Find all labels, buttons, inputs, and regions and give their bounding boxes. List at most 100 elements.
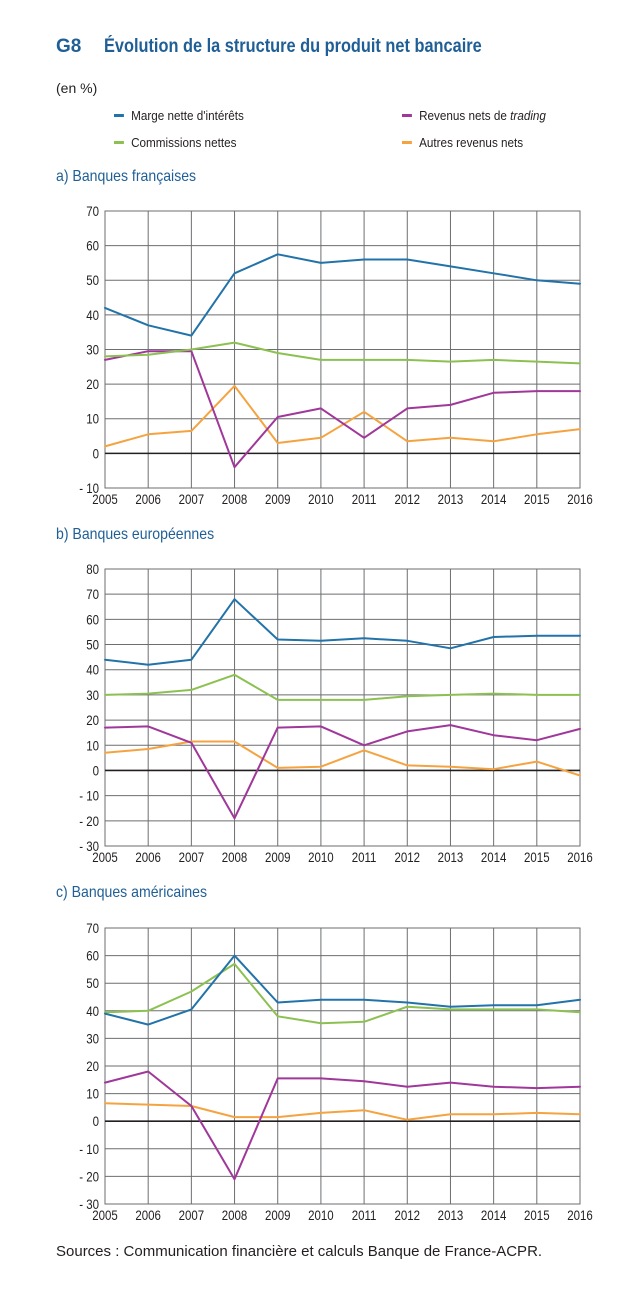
y-tick-label: 10 — [86, 737, 99, 753]
y-tick-label: 50 — [86, 272, 99, 288]
y-tick-label: 0 — [93, 762, 99, 778]
y-tick-label: 40 — [86, 307, 99, 323]
x-tick-label: 2013 — [438, 1207, 464, 1223]
x-tick-label: 2011 — [352, 849, 377, 865]
x-tick-label: 2006 — [135, 491, 161, 507]
x-tick-label: 2011 — [352, 491, 377, 507]
y-tick-label: 10 — [86, 411, 99, 427]
legend-item-marge: Marge nette d'intérêts — [114, 108, 244, 123]
series-line-autres — [104, 740, 581, 777]
plot-frame — [104, 568, 581, 847]
x-tick-label: 2015 — [524, 1207, 550, 1223]
x-tick-label: 2009 — [265, 491, 291, 507]
x-tick-label: 2008 — [222, 491, 248, 507]
legend-swatch-autres — [402, 141, 412, 145]
x-tick-label: 2007 — [179, 491, 205, 507]
x-tick-label: 2013 — [438, 849, 464, 865]
series-line-marge — [104, 253, 581, 337]
series-line-trading — [104, 724, 581, 820]
series-line-autres — [104, 1102, 581, 1121]
series-line-commissions — [104, 962, 581, 1025]
x-tick-label: 2016 — [567, 849, 593, 865]
x-tick-label: 2010 — [308, 849, 334, 865]
x-tick-label: 2008 — [222, 1207, 248, 1223]
y-tick-label: 20 — [86, 712, 99, 728]
y-tick-label: - 10 — [79, 1141, 99, 1157]
y-tick-label: 20 — [86, 1058, 99, 1074]
series-line-marge — [104, 598, 581, 666]
legend-label-commissions: Commissions nettes — [131, 135, 237, 150]
x-tick-label: 2015 — [524, 849, 550, 865]
legend-item-autres: Autres revenus nets — [402, 135, 523, 150]
y-tick-label: - 10 — [79, 480, 99, 496]
legend-label-trading-em: trading — [510, 108, 546, 123]
x-tick-label: 2006 — [135, 1207, 161, 1223]
x-tick-label: 2013 — [438, 491, 464, 507]
y-tick-label: 10 — [86, 1085, 99, 1101]
series-line-autres — [104, 384, 581, 448]
y-tick-label: 0 — [93, 445, 99, 461]
legend-label-trading: Revenus nets de — [419, 108, 511, 123]
x-tick-label: 2011 — [352, 1207, 377, 1223]
x-tick-label: 2012 — [395, 491, 421, 507]
y-tick-label: - 30 — [79, 838, 99, 854]
series-line-commissions — [104, 341, 581, 365]
panel-title-a: a) Banques françaises — [56, 168, 197, 185]
x-tick-label: 2014 — [481, 491, 507, 507]
y-tick-label: 70 — [86, 920, 99, 936]
legend-swatch-commissions — [114, 141, 124, 145]
x-tick-label: 2014 — [481, 1207, 507, 1223]
x-tick-label: 2008 — [222, 849, 248, 865]
y-tick-label: 60 — [86, 611, 99, 627]
y-tick-label: 40 — [86, 1003, 99, 1019]
x-tick-label: 2012 — [395, 1207, 421, 1223]
x-tick-label: 2015 — [524, 491, 550, 507]
series-line-trading — [104, 1070, 581, 1181]
x-tick-label: 2014 — [481, 849, 507, 865]
y-tick-label: 50 — [86, 975, 99, 991]
y-tick-label: 60 — [86, 238, 99, 254]
legend-swatch-trading — [402, 114, 412, 118]
figure-title: Évolution de la structure du produit net… — [104, 36, 482, 57]
x-tick-label: 2006 — [135, 849, 161, 865]
y-tick-label: 30 — [86, 341, 99, 357]
y-tick-label: 70 — [86, 586, 99, 602]
panel-title-b: b) Banques européennes — [56, 526, 215, 543]
x-tick-label: 2005 — [92, 491, 118, 507]
x-tick-label: 2010 — [308, 491, 334, 507]
y-tick-label: 30 — [86, 1030, 99, 1046]
y-tick-label: - 30 — [79, 1196, 99, 1212]
legend-swatch-marge — [114, 114, 124, 118]
figure-label: G8 — [56, 36, 82, 57]
x-tick-label: 2005 — [92, 1207, 118, 1223]
x-tick-label: 2007 — [179, 849, 205, 865]
x-tick-label: 2016 — [567, 1207, 593, 1223]
panel-title-c: c) Banques américaines — [56, 884, 208, 901]
y-tick-label: 20 — [86, 376, 99, 392]
y-tick-label: 0 — [93, 1113, 99, 1129]
y-tick-label: 40 — [86, 662, 99, 678]
y-tick-label: 60 — [86, 947, 99, 963]
y-tick-label: - 10 — [79, 788, 99, 804]
x-tick-label: 2016 — [567, 491, 593, 507]
y-tick-label: 80 — [86, 561, 99, 577]
legend-label-autres: Autres revenus nets — [419, 135, 524, 150]
series-line-commissions — [104, 673, 581, 701]
x-tick-label: 2005 — [92, 849, 118, 865]
legend-item-trading: Revenus nets de trading — [402, 108, 546, 123]
y-tick-label: 70 — [86, 203, 99, 219]
y-tick-label: - 20 — [79, 813, 99, 829]
source-note: Sources : Communication financière et ca… — [56, 1243, 543, 1260]
x-tick-label: 2010 — [308, 1207, 334, 1223]
x-tick-label: 2007 — [179, 1207, 205, 1223]
x-tick-label: 2009 — [265, 849, 291, 865]
y-tick-label: - 20 — [79, 1168, 99, 1184]
y-tick-label: 50 — [86, 636, 99, 652]
x-tick-label: 2009 — [265, 1207, 291, 1223]
legend-item-commissions: Commissions nettes — [114, 135, 236, 150]
legend-label-marge: Marge nette d'intérêts — [131, 108, 244, 123]
y-tick-label: 30 — [86, 687, 99, 703]
